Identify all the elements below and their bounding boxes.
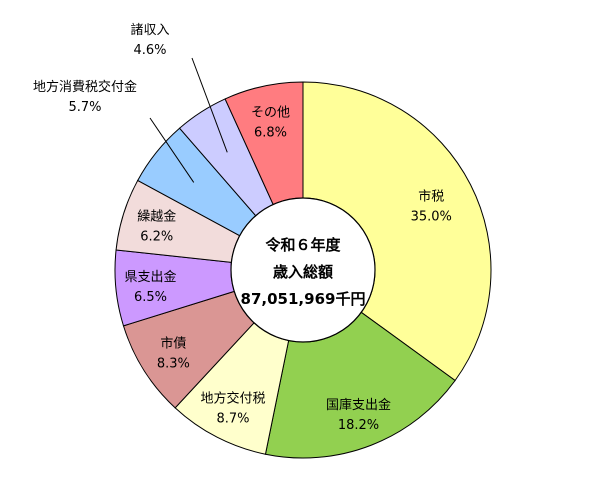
slice-percent-label: 18.2%	[338, 418, 379, 433]
slice-percent-label: 6.2%	[140, 229, 173, 244]
labels-group: 市税 35.0% 国庫支出金 18.2% 地方交付税 8.7% 市債 8.3% 県支出金 6.5%…	[33, 22, 452, 433]
slice-name-label: 諸収入	[130, 22, 169, 38]
center-total: 87,051,969千円	[241, 290, 366, 308]
slice-name-label: 市税	[418, 189, 444, 205]
slice-percent-label: 6.5%	[134, 290, 167, 305]
slice-percent-label: 4.6%	[133, 43, 166, 58]
leader-lines-group	[149, 57, 228, 183]
center-hole	[230, 197, 376, 343]
slice-percent-label: 8.3%	[157, 357, 190, 372]
slice-percent-label: 5.7%	[68, 100, 101, 115]
center-title-line1: 令和６年度	[265, 236, 341, 254]
slice-percent-label: 6.8%	[254, 125, 287, 140]
slice-percent-label: 35.0%	[411, 210, 452, 225]
leader-line-8	[191, 57, 228, 153]
slice-percent-label: 8.7%	[217, 411, 250, 426]
slice-name-label: 繰越金	[137, 208, 176, 224]
slice-name-label: 県支出金	[125, 269, 177, 285]
slices-group	[114, 81, 492, 459]
center-title-line2: 歳入総額	[273, 263, 333, 281]
slice-name-label: その他	[251, 105, 290, 120]
leader-line-7	[149, 117, 195, 183]
slice-name-label: 市債	[160, 336, 186, 352]
slice-name-label: 国庫支出金	[326, 397, 391, 413]
slice-name-label: 地方消費税交付金	[33, 79, 137, 95]
slice-name-label: 地方交付税	[201, 390, 266, 406]
